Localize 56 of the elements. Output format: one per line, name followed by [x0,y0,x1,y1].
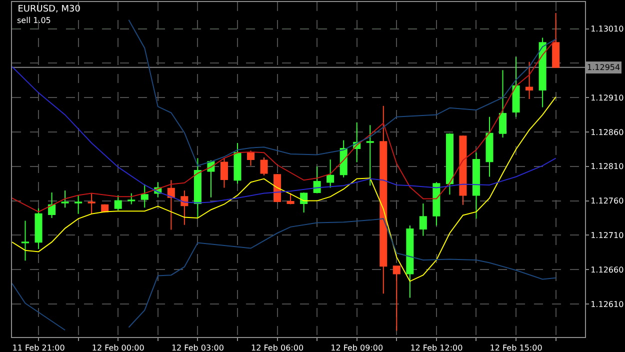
candlestick [22,220,30,262]
candlestick [526,61,534,100]
ref-line-label: sell 1.05 [17,16,51,25]
candlestick [114,194,122,211]
y-tick-label: 1.12660 [590,265,624,274]
x-tick-label: 12 Feb 06:00 [251,344,304,352]
ref-line-label: 1.12954 [587,63,620,72]
candlestick [313,166,321,194]
y-tick-label: 1.12860 [590,128,624,137]
candlestick [380,105,388,294]
candlestick [128,192,136,205]
candlestick [432,182,440,226]
y-tick-label: 1.12610 [590,300,624,309]
candlestick [406,225,414,298]
x-tick-label: 12 Feb 09:00 [330,344,384,352]
candlestick [459,134,467,206]
candlestick [499,70,507,138]
candlestick [552,12,560,68]
x-tick-label: 12 Feb 00:00 [92,344,144,352]
candlestick [366,124,374,186]
candlestick [538,37,546,108]
candlestick [88,192,96,214]
candlestick [220,158,228,188]
candlestick [300,192,308,213]
y-tick-label: 1.12810 [590,162,624,172]
candlestick [167,180,175,230]
y-tick-label: 1.13010 [590,24,624,34]
x-tick-label: 12 Feb 12:00 [410,344,463,352]
x-tick-label: 12 Feb 03:00 [171,344,224,352]
candlestick [194,158,202,218]
candlestick [260,156,268,176]
y-tick-label: 1.12710 [590,230,624,240]
candlestick [34,208,42,250]
candlestick [74,194,82,214]
x-tick-label: 11 Feb 21:00 [12,344,65,352]
candlestick [512,56,520,118]
candlestick [48,192,56,218]
candlestick [446,132,454,196]
y-tick-label: 1.12760 [590,196,624,206]
candlestick [326,159,334,188]
candlestick [419,203,427,236]
candlestick [340,140,348,178]
candlestick [247,150,254,166]
candlestick [234,142,242,184]
line-series [12,96,556,282]
candlestick [392,266,400,332]
candlestick [486,116,494,178]
candlestick [61,190,69,208]
candlestick [180,190,188,226]
candlestick [274,173,282,203]
candlestick [140,184,148,208]
x-tick-label: 12 Feb 15:00 [490,344,542,352]
candlestick [472,152,480,220]
chart-title: EURUSD, M30 [18,4,81,15]
candlestick [286,192,294,205]
y-tick-label: 1.12910 [590,93,624,102]
